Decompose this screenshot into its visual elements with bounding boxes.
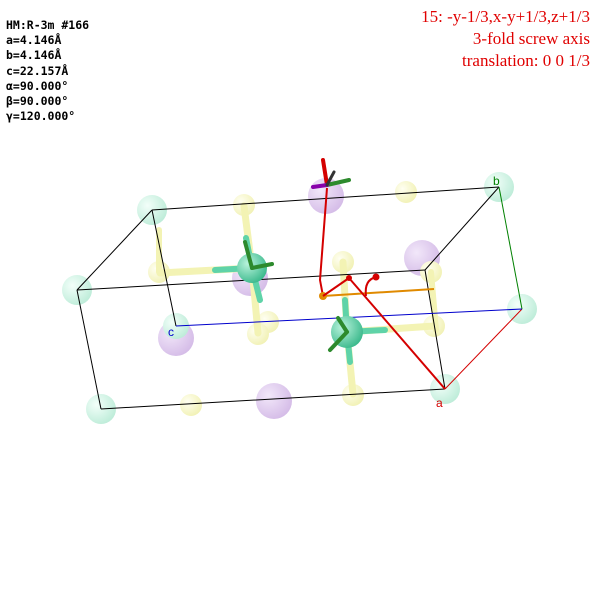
screw-link [348, 277, 446, 390]
symop-translation: translation: 0 0 1/3 [462, 51, 590, 70]
glyph-green [250, 262, 274, 270]
cell-a-label: a=4.146Å [6, 33, 62, 48]
axis-a-label: a [436, 396, 443, 410]
cell-edge [151, 209, 177, 327]
atom-orientation-glyphs [243, 240, 349, 352]
background-atoms [62, 172, 537, 424]
symmetry-glyph-top [311, 158, 351, 189]
axis-b-label: b [493, 174, 500, 188]
axis-b-line [498, 186, 523, 310]
atom-yellow [180, 394, 202, 416]
glyph-dark [325, 170, 336, 187]
symop-operation: 15: -y-1/3,x-y+1/3,z+1/3 [421, 7, 590, 26]
screw-axis-line [322, 288, 435, 297]
cell-edge [424, 186, 500, 271]
cell-edge [76, 209, 153, 291]
glyph-green [336, 316, 349, 334]
glyph-green [325, 178, 351, 187]
bonds [156, 202, 439, 398]
cell-parameters: HM:R-3m #166 a=4.146Å b=4.146Å c=22.157Å… [6, 18, 89, 124]
symop-description: 3-fold screw axis [472, 29, 590, 48]
glyph-red [321, 158, 329, 187]
cell-edge [76, 289, 102, 410]
cell-gamma-label: γ=120.000° [6, 109, 76, 124]
screw-link [322, 277, 350, 297]
glyph-green [243, 240, 254, 270]
axis-c-label: c [168, 325, 174, 339]
cell-alpha-label: α=90.000° [6, 78, 69, 93]
screw-path [318, 187, 328, 297]
rotation-arrow-head [372, 273, 380, 281]
space-group-label: HM:R-3m #166 [6, 18, 90, 32]
cell-c-label: c=22.157Å [6, 63, 69, 78]
atom-yellow [395, 181, 417, 203]
cell-beta-label: β=90.000° [6, 94, 69, 109]
bond [428, 269, 439, 333]
glyph-green [328, 330, 349, 352]
atom-purple [256, 383, 292, 419]
glyph-purple [311, 183, 329, 189]
cell-edge [100, 388, 446, 410]
cell-b-label: b=4.146Å [6, 48, 62, 63]
axis-a-line [444, 308, 523, 390]
symmetry-operation-info: 15: -y-1/3,x-y+1/3,z+1/3 3-fold screw ax… [421, 6, 590, 72]
screw-axis-element [318, 187, 446, 390]
